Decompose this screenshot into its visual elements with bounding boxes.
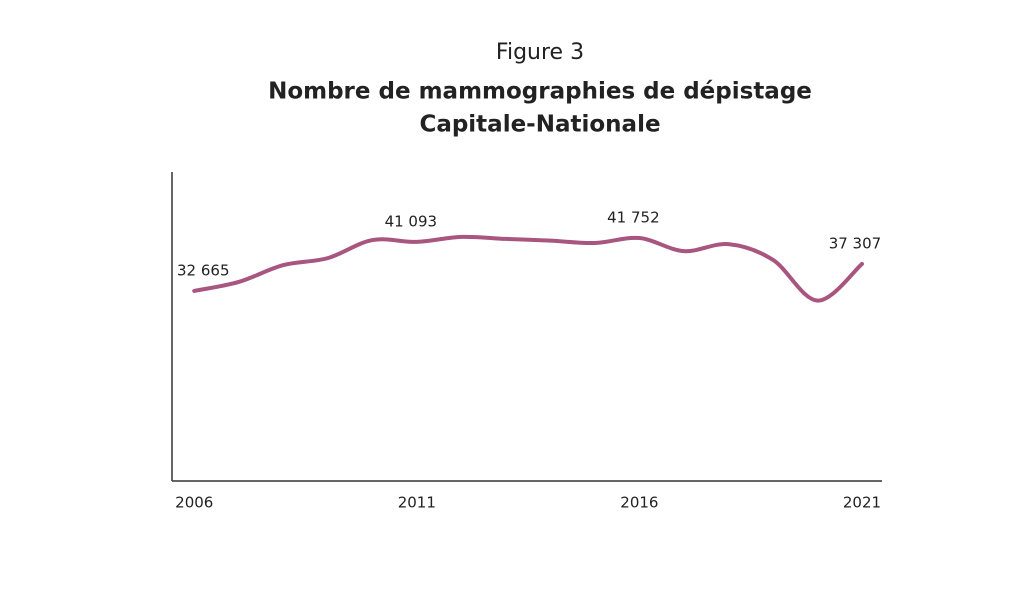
data-label: 41 752	[607, 209, 660, 227]
chart-subtitle: Capitale-Nationale	[419, 112, 660, 138]
line	[192, 234, 864, 303]
x-tick-label: 2016	[620, 494, 658, 512]
x-tick-label: 2021	[843, 494, 881, 512]
data-label: 32 665	[177, 261, 230, 279]
x-tick-label: 2006	[175, 494, 213, 512]
x-tick-label: 2011	[398, 494, 436, 512]
data-label: 41 093	[385, 212, 438, 230]
figure-label: Figure 3	[496, 40, 584, 65]
chart-title: Nombre de mammographies de dépistage	[268, 79, 812, 105]
data-label: 37 307	[829, 234, 882, 252]
